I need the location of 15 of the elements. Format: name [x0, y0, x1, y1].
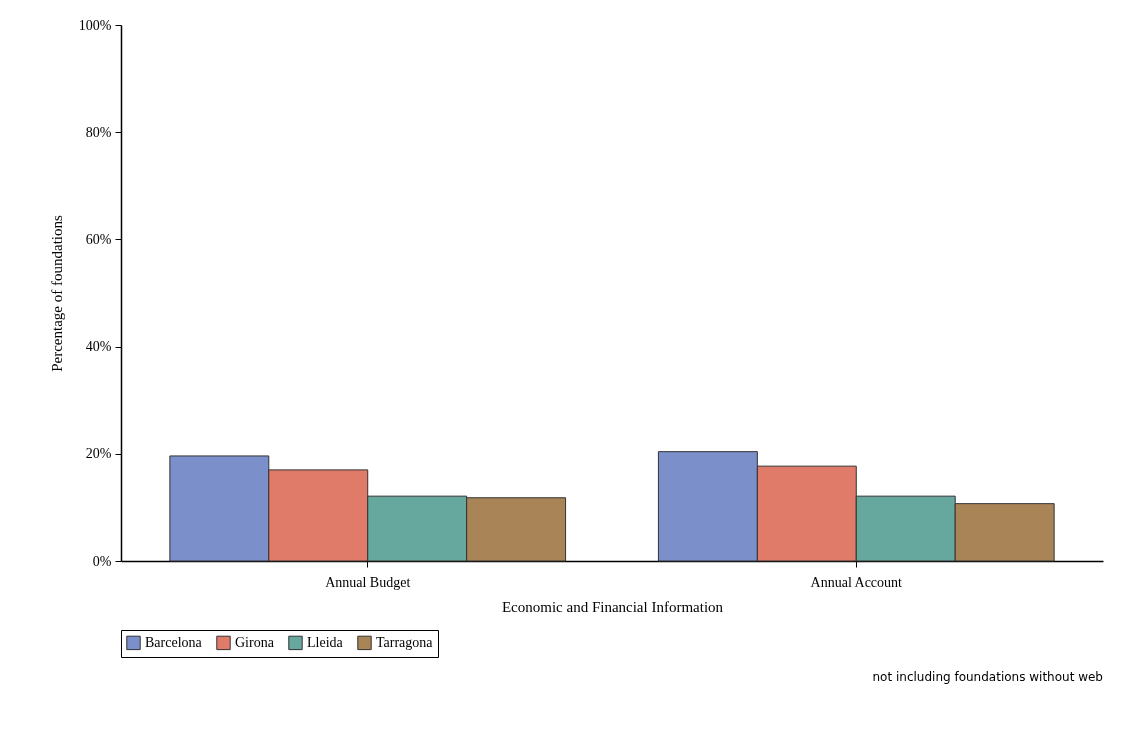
- x-tick-label: Annual Account: [810, 574, 903, 590]
- legend-label: Girona: [235, 634, 275, 650]
- y-tick-label: 100%: [78, 17, 112, 33]
- y-tick-label: 20%: [85, 446, 112, 462]
- y-tick-label: 80%: [85, 124, 112, 140]
- legend-label: Lleida: [307, 634, 344, 650]
- text: not including foundations without web: [872, 669, 1103, 684]
- legend-label: Tarragona: [376, 634, 434, 650]
- x-tick-label: Annual Budget: [325, 574, 411, 590]
- y-tick-label: 0%: [92, 553, 112, 569]
- legend-label: Barcelona: [145, 634, 203, 650]
- y-tick-label: 40%: [85, 339, 112, 355]
- x-axis-title: Economic and Financial Information: [501, 598, 724, 615]
- y-tick-label: 60%: [85, 231, 112, 247]
- y-axis-title: Percentage of foundations: [48, 215, 65, 372]
